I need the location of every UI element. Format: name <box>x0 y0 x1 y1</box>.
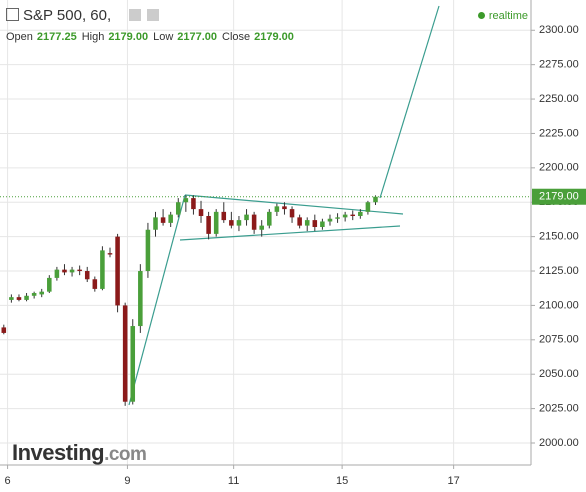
candle-body <box>304 220 310 226</box>
candles <box>1 195 378 406</box>
candle-body <box>175 202 181 215</box>
candle-body <box>47 277 52 292</box>
candle-body <box>358 211 363 216</box>
axis-labels: 2000.00 2025.00 2050.00 2075.00 2100.00 2125.… <box>0 24 586 487</box>
candle-body <box>297 217 302 226</box>
candle-body <box>206 215 211 234</box>
candle-body <box>1 327 7 333</box>
candle-body <box>9 297 14 300</box>
candle-body <box>335 217 340 219</box>
candle-body <box>236 220 242 226</box>
candle-body <box>312 220 318 227</box>
candle-body <box>24 295 29 300</box>
y-tick-label: 2275.00 <box>539 59 579 71</box>
last-price-label: 2179.00 <box>539 191 579 203</box>
y-tick-label: 2000.00 <box>539 437 579 449</box>
candle-body <box>221 211 227 221</box>
candle-body <box>100 250 105 289</box>
settings-icon[interactable] <box>129 9 142 21</box>
title-bar: S&P 500, 60, <box>6 7 160 24</box>
collapse-icon[interactable] <box>6 8 19 21</box>
candle-body <box>365 202 371 212</box>
candle-body <box>138 271 143 327</box>
x-tick-label: 6 <box>5 475 11 487</box>
ohlc-label: Close <box>222 31 251 43</box>
y-tick-label: 2025.00 <box>539 403 579 415</box>
candle-body <box>107 253 113 255</box>
candle-body <box>16 297 22 300</box>
logo-suffix: .com <box>104 444 147 465</box>
candle-body <box>54 269 60 278</box>
candle-body <box>229 220 234 226</box>
candle-body <box>289 209 295 218</box>
candle-body <box>274 206 280 212</box>
logo: Investing.com <box>12 440 147 466</box>
ohlc-label: High <box>81 31 105 43</box>
x-tick-label: 9 <box>124 475 130 487</box>
candle-body <box>373 196 378 203</box>
trend-lines <box>128 5 440 406</box>
symbol-title: S&P 500, 60, <box>23 7 112 24</box>
candle-body <box>267 211 272 226</box>
candle-body <box>244 214 249 221</box>
ohlc-label: Low <box>153 31 174 43</box>
ohlc-value: 2179.00 <box>108 31 149 43</box>
candle-body <box>183 198 189 203</box>
gear-icon[interactable] <box>147 9 160 21</box>
realtime-indicator: realtime <box>477 10 528 22</box>
ohlc-value: 2179.00 <box>254 31 294 43</box>
candle-body <box>342 214 348 218</box>
y-tick-label: 2150.00 <box>539 231 579 243</box>
candle-body <box>198 209 204 216</box>
y-tick-label: 2050.00 <box>539 368 579 380</box>
candle-body <box>92 279 98 289</box>
candle-body <box>145 229 151 272</box>
trend-line <box>379 5 440 199</box>
candle-body <box>122 305 128 402</box>
candle-body <box>69 269 75 273</box>
candle-body <box>77 269 82 272</box>
ohlc-value: 2177.25 <box>36 31 77 43</box>
candle-body <box>320 221 325 227</box>
trend-line <box>179 225 401 241</box>
candle-body <box>168 214 173 223</box>
y-tick-label: 2125.00 <box>539 265 579 277</box>
y-tick-label: 2100.00 <box>539 299 579 311</box>
y-tick-label: 2075.00 <box>539 334 579 346</box>
trend-line <box>128 194 186 406</box>
candle-body <box>84 271 90 280</box>
candle-body <box>251 214 257 230</box>
x-tick-label: 15 <box>336 475 348 487</box>
candle-body <box>153 217 158 230</box>
ohlc-label: Open <box>6 31 33 43</box>
status-dot <box>477 12 485 19</box>
candle-body <box>282 206 287 210</box>
candle-body <box>31 293 37 296</box>
candle-body <box>115 236 120 306</box>
y-tick-label: 2300.00 <box>539 24 579 36</box>
last-price-box <box>532 188 586 205</box>
candle-body <box>130 326 136 402</box>
candle-body <box>350 214 356 216</box>
y-tick-label: 2250.00 <box>539 93 579 105</box>
y-tick-label: 2200.00 <box>539 162 579 174</box>
logo-name: Investing <box>12 440 105 465</box>
candle-body <box>39 291 44 295</box>
ohlc-value: 2177.00 <box>177 31 218 43</box>
ohlc-row: Open 2177.25 High 2179.00 Low 2177.00 Close 217… <box>6 31 299 43</box>
candle-body <box>213 211 219 234</box>
candle-body <box>191 198 196 210</box>
y-tick-label: 2225.00 <box>539 127 579 139</box>
grid <box>0 0 531 465</box>
candle-body <box>160 217 166 223</box>
candle-body <box>259 225 264 230</box>
realtime-label: realtime <box>488 10 528 22</box>
x-tick-label: 11 <box>228 475 239 487</box>
candle-body <box>62 269 67 273</box>
x-tick-label: 17 <box>448 475 460 487</box>
candle-body <box>327 218 333 222</box>
